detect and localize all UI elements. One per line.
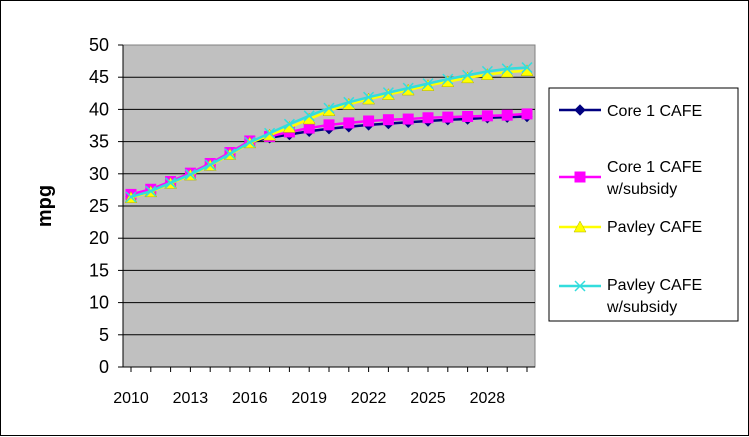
- data-point-pavley-cafe-subsidy: [264, 127, 276, 139]
- data-point-pavley-cafe-subsidy-b: [184, 168, 196, 180]
- data-point-pavley-cafe-subsidy: [481, 65, 493, 77]
- y-tick-label: 10: [89, 293, 109, 313]
- data-point-pavley-cafe-subsidy-b: [283, 118, 295, 130]
- y-tick-label: 40: [89, 99, 109, 119]
- y-tick-label: 0: [99, 357, 109, 377]
- data-point-core1-cafe-subsidy: [442, 111, 454, 123]
- data-point-pavley-cafe-subsidy: [343, 96, 355, 108]
- data-point-core1-cafe-subsidy: [462, 110, 474, 122]
- data-point-pavley-cafe-subsidy-b: [462, 69, 474, 81]
- data-point-pavley-cafe-subsidy-b: [165, 177, 177, 189]
- data-point-pavley-cafe-subsidy-b: [382, 87, 394, 99]
- data-point-pavley-cafe-subsidy-b: [303, 110, 315, 122]
- y-axis-label: mpg: [34, 185, 56, 227]
- data-point-pavley-cafe-subsidy: [422, 78, 434, 90]
- data-point-pavley-cafe-subsidy-b: [442, 73, 454, 85]
- data-point-core1-cafe-subsidy: [422, 112, 434, 124]
- x-tick-label: 2019: [291, 390, 327, 407]
- data-point-pavley-cafe-subsidy-b: [501, 63, 513, 75]
- data-point-core1-cafe-subsidy: [303, 122, 315, 134]
- legend-label-pavley: Pavley CAFE: [607, 219, 702, 236]
- y-axis-ticks: 0 5 10 15 20 25 30 35 40 45 50: [89, 35, 124, 377]
- data-point-core1-cafe-subsidy: [323, 119, 335, 131]
- y-tick-label: 15: [89, 260, 109, 280]
- data-point-core1-cafe-subsidy: [382, 114, 394, 126]
- legend-marker-pavley-cafe: [573, 220, 587, 233]
- x-tick-label: 2016: [232, 390, 268, 407]
- legend-marker-pavley-cafe-subsidy: [574, 280, 586, 292]
- series-group: [124, 62, 534, 203]
- data-point-pavley-cafe-subsidy: [184, 168, 196, 180]
- data-point-pavley-cafe-subsidy-b: [244, 136, 256, 148]
- y-tick-label: 50: [89, 35, 109, 55]
- x-axis-ticks: 2010 2013 2016 2019 2022 2025 2028: [113, 366, 535, 407]
- data-point-pavley-cafe-subsidy-b: [125, 191, 137, 203]
- data-point-pavley-cafe-subsidy: [244, 136, 256, 148]
- data-point-pavley-cafe-subsidy-b: [224, 148, 236, 160]
- y-tick-label: 45: [89, 67, 109, 87]
- data-point-pavley-cafe-subsidy: [462, 69, 474, 81]
- data-point-pavley-cafe-subsidy: [402, 82, 414, 94]
- data-point-pavley-cafe-subsidy: [204, 159, 216, 171]
- legend-marker-core1-cafe-subsidy: [574, 171, 586, 183]
- legend-label-core1-subsidy: Core 1 CAFE: [607, 159, 702, 176]
- legend: Core 1 CAFE Core 1 CAFE w/subsidy Pavley…: [559, 103, 702, 316]
- x-tick-label: 2025: [410, 390, 446, 407]
- data-point-pavley-cafe-subsidy: [363, 91, 375, 103]
- x-tick-label: 2013: [173, 390, 209, 407]
- data-point-pavley-cafe-subsidy-b: [204, 159, 216, 171]
- data-point-pavley-cafe-subsidy: [283, 118, 295, 130]
- data-point-pavley-cafe-subsidy: [521, 62, 533, 74]
- legend-label-pavley-subsidy-line2: w/subsidy: [606, 299, 677, 316]
- data-point-core1-cafe-subsidy: [481, 110, 493, 122]
- data-point-pavley-cafe-subsidy: [501, 63, 513, 75]
- data-point-core1-cafe-subsidy: [501, 109, 513, 121]
- data-point-core1-cafe-subsidy: [521, 108, 533, 120]
- data-point-pavley-cafe-subsidy: [125, 191, 137, 203]
- legend-label-pavley-subsidy: Pavley CAFE: [607, 277, 702, 294]
- data-point-core1-cafe-subsidy: [363, 115, 375, 127]
- legend-label-core1: Core 1 CAFE: [607, 103, 702, 120]
- legend-label-core1-subsidy-line2: w/subsidy: [606, 181, 677, 198]
- data-point-pavley-cafe-subsidy-b: [481, 65, 493, 77]
- x-tick-label: 2010: [113, 390, 149, 407]
- data-point-core1-cafe-subsidy: [402, 113, 414, 125]
- data-point-pavley-cafe-subsidy-b: [363, 91, 375, 103]
- data-point-pavley-cafe-subsidy-b: [264, 127, 276, 139]
- y-tick-label: 20: [89, 228, 109, 248]
- data-point-pavley-cafe-subsidy: [323, 102, 335, 114]
- data-point-pavley-cafe-subsidy-b: [422, 78, 434, 90]
- y-tick-label: 30: [89, 164, 109, 184]
- data-point-pavley-cafe-subsidy: [303, 110, 315, 122]
- data-point-pavley-cafe-subsidy-b: [323, 102, 335, 114]
- y-tick-label: 35: [89, 132, 109, 152]
- legend-marker-pavley-cafe-subsidy-b: [574, 280, 586, 292]
- data-point-pavley-cafe-subsidy-b: [402, 82, 414, 94]
- y-tick-label: 5: [99, 325, 109, 345]
- data-point-pavley-cafe-subsidy: [382, 87, 394, 99]
- x-tick-label: 2022: [351, 390, 387, 407]
- data-point-pavley-cafe-subsidy-b: [521, 62, 533, 74]
- x-tick-label: 2028: [470, 390, 506, 407]
- data-point-pavley-cafe-subsidy: [224, 148, 236, 160]
- data-point-pavley-cafe-subsidy: [442, 73, 454, 85]
- legend-marker-core1-cafe: [574, 104, 586, 116]
- y-tick-label: 25: [89, 196, 109, 216]
- data-point-pavley-cafe-subsidy: [165, 177, 177, 189]
- legend-box: [548, 87, 739, 322]
- data-point-pavley-cafe-subsidy: [145, 185, 157, 197]
- data-point-pavley-cafe-subsidy-b: [145, 185, 157, 197]
- data-point-pavley-cafe-subsidy-b: [343, 96, 355, 108]
- data-point-core1-cafe-subsidy: [343, 117, 355, 129]
